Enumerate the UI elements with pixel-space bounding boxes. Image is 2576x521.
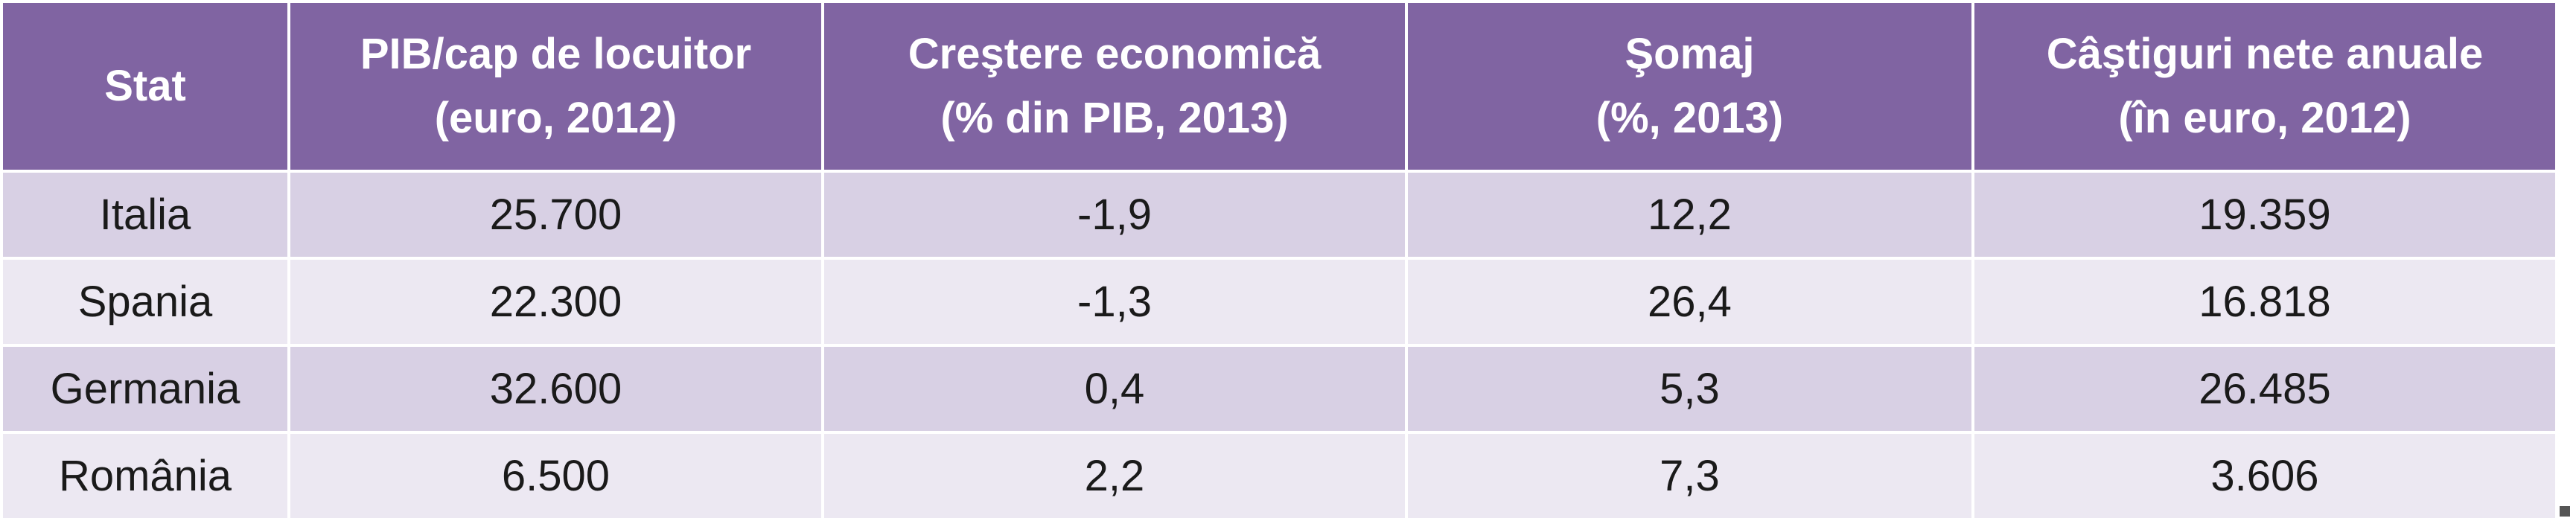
header-line: PIB/cap de locuitor [360,30,752,78]
header-cell: PIB/cap de locuitor (euro, 2012) [287,0,824,173]
header-row: Stat PIB/cap de locuitor (euro, 2012) Creşt… [0,0,2558,173]
table-cell: -1,3 [821,257,1408,347]
table-cell: 3.606 [1971,431,2558,521]
table-cell: 16.818 [1971,257,2558,347]
table-cell: 32.600 [287,344,824,434]
table-cell: 26,4 [1405,257,1974,347]
table-cell: 0,4 [821,344,1408,434]
table-row: Italia 25.700 -1,9 12,2 19.359 [0,170,2558,260]
header-cell: Câştiguri nete anuale (în euro, 2012) [1971,0,2558,173]
table-cell: 7,3 [1405,431,1974,521]
table-cell: 25.700 [287,170,824,260]
table-cell: 6.500 [287,431,824,521]
table-cell: 22.300 [287,257,824,347]
header-line: (în euro, 2012) [2118,94,2411,142]
table-cell: 26.485 [1971,344,2558,434]
header-line: Creştere economică [908,30,1322,78]
row-label: Spania [0,257,290,347]
header-cell: Creştere economică (% din PIB, 2013) [821,0,1408,173]
header-cell: Stat [0,0,290,173]
table-cell: -1,9 [821,170,1408,260]
header-cell: Şomaj (%, 2013) [1405,0,1974,173]
table-cell: 19.359 [1971,170,2558,260]
row-label: Italia [0,170,290,260]
header-line: Câştiguri nete anuale [2046,30,2484,78]
row-label: Germania [0,344,290,434]
table-cell: 2,2 [821,431,1408,521]
table-cell: 12,2 [1405,170,1974,260]
table-row: Germania 32.600 0,4 5,3 26.485 [0,344,2558,434]
header-line: (euro, 2012) [434,94,678,142]
row-label: România [0,431,290,521]
table-cell: 5,3 [1405,344,1974,434]
table-row: România 6.500 2,2 7,3 3.606 [0,431,2558,521]
table-row: Spania 22.300 -1,3 26,4 16.818 [0,257,2558,347]
header-line: Şomaj [1625,30,1755,78]
resize-handle [2560,506,2570,517]
header-line: Stat [104,62,186,110]
header-line: (% din PIB, 2013) [940,94,1289,142]
header-line: (%, 2013) [1595,94,1784,142]
